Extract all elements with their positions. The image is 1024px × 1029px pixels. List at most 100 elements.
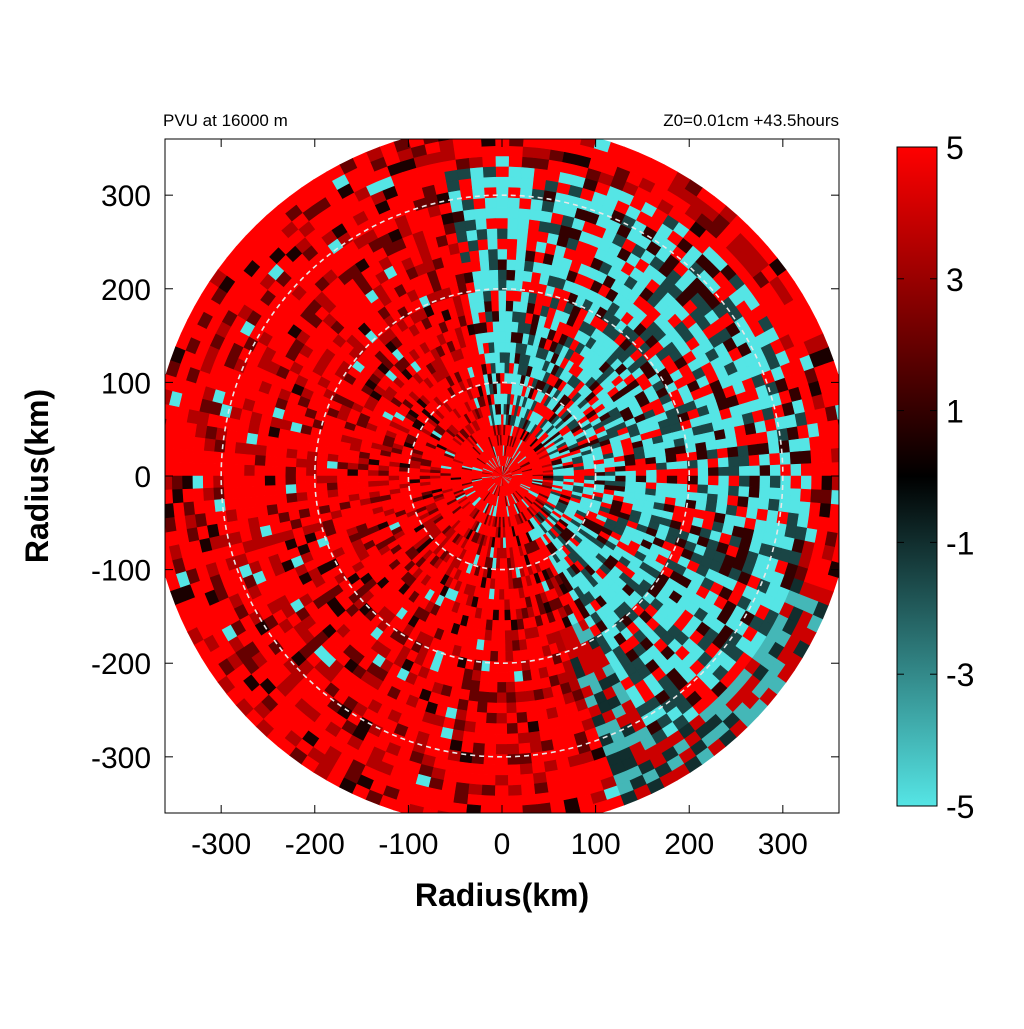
field-cell (486, 218, 497, 229)
field-cell (504, 363, 509, 374)
field-cell (738, 445, 749, 456)
field-cell (520, 291, 529, 302)
field-cell (748, 497, 759, 509)
field-cell (667, 469, 677, 476)
field-cell (493, 332, 499, 343)
field-cell (296, 459, 307, 468)
field-cell (286, 449, 297, 459)
field-cell (461, 679, 471, 691)
field-cell (296, 476, 307, 485)
field-cell (296, 484, 307, 493)
field-cell (832, 476, 843, 490)
field-cell (516, 249, 526, 260)
field-cell (534, 782, 548, 794)
field-cell (255, 496, 266, 507)
field-cell (626, 470, 636, 476)
field-cell (509, 363, 514, 374)
field-cell (497, 249, 507, 259)
field-cell (483, 651, 491, 662)
field-cell (254, 476, 265, 486)
field-cell (506, 651, 514, 662)
field-cell (182, 476, 193, 489)
field-cell (523, 136, 538, 147)
field-cell (505, 610, 511, 621)
field-cell (478, 249, 488, 260)
field-cell (483, 775, 496, 786)
field-cell (498, 641, 505, 651)
field-cell (535, 241, 546, 253)
field-cell (275, 485, 286, 495)
field-cell (831, 490, 842, 505)
field-cell (495, 156, 508, 166)
field-cell (820, 435, 832, 450)
field-cell (507, 692, 517, 703)
field-cell (236, 431, 248, 443)
field-cell (750, 465, 761, 476)
field-cell (488, 682, 497, 693)
field-cell (500, 383, 504, 393)
field-cell (506, 301, 514, 312)
field-cell (505, 600, 511, 611)
field-cell (509, 135, 524, 146)
field-cell (296, 450, 307, 460)
field-cell (507, 703, 517, 714)
field-cell (789, 439, 801, 452)
field-cell (480, 125, 495, 136)
field-cell (636, 476, 646, 482)
field-cell (636, 482, 647, 489)
field-cell (758, 498, 769, 510)
field-cell (523, 126, 538, 137)
field-cell (500, 579, 505, 589)
field-cell (534, 251, 545, 263)
field-cell (499, 610, 505, 620)
field-cell (507, 249, 517, 260)
field-cell (275, 457, 286, 467)
field-cell (244, 454, 255, 465)
field-cell (457, 168, 471, 180)
field-cell (203, 451, 214, 464)
field-cell (528, 721, 540, 733)
field-cell (812, 476, 823, 489)
field-cell (466, 805, 481, 816)
field-cell (489, 270, 498, 281)
field-cell (506, 641, 514, 652)
field-cell (285, 485, 296, 495)
field-cell (455, 782, 469, 794)
field-cell (494, 589, 499, 600)
field-cell (728, 486, 739, 496)
field-cell (488, 692, 498, 703)
field-cell (500, 363, 505, 373)
field-cell (605, 476, 615, 481)
field-cell (499, 311, 506, 321)
field-cell (236, 508, 248, 520)
field-cell (224, 499, 236, 511)
field-cell (285, 458, 296, 468)
field-cell (466, 136, 481, 147)
field-cell (520, 753, 533, 764)
field-cell (225, 510, 237, 523)
field-cell (523, 805, 538, 816)
field-cell (463, 209, 475, 221)
field-cell (337, 455, 348, 463)
field-cell (530, 742, 543, 754)
field-cell (389, 467, 400, 472)
field-cell (494, 342, 500, 353)
field-cell (515, 681, 525, 692)
field-cell (193, 501, 205, 515)
field-cell (473, 743, 485, 754)
field-cell (485, 734, 497, 745)
field-cell (485, 197, 497, 208)
field-cell (286, 493, 297, 503)
field-cell (727, 495, 738, 506)
field-cell (256, 435, 268, 447)
field-cell (749, 486, 760, 497)
field-cell (245, 497, 256, 509)
field-cell (285, 467, 296, 476)
field-cell (504, 352, 509, 363)
field-cell (585, 476, 595, 480)
field-cell (739, 476, 750, 486)
field-cell (512, 311, 520, 322)
field-cell (203, 464, 214, 477)
field-cell (476, 712, 487, 723)
